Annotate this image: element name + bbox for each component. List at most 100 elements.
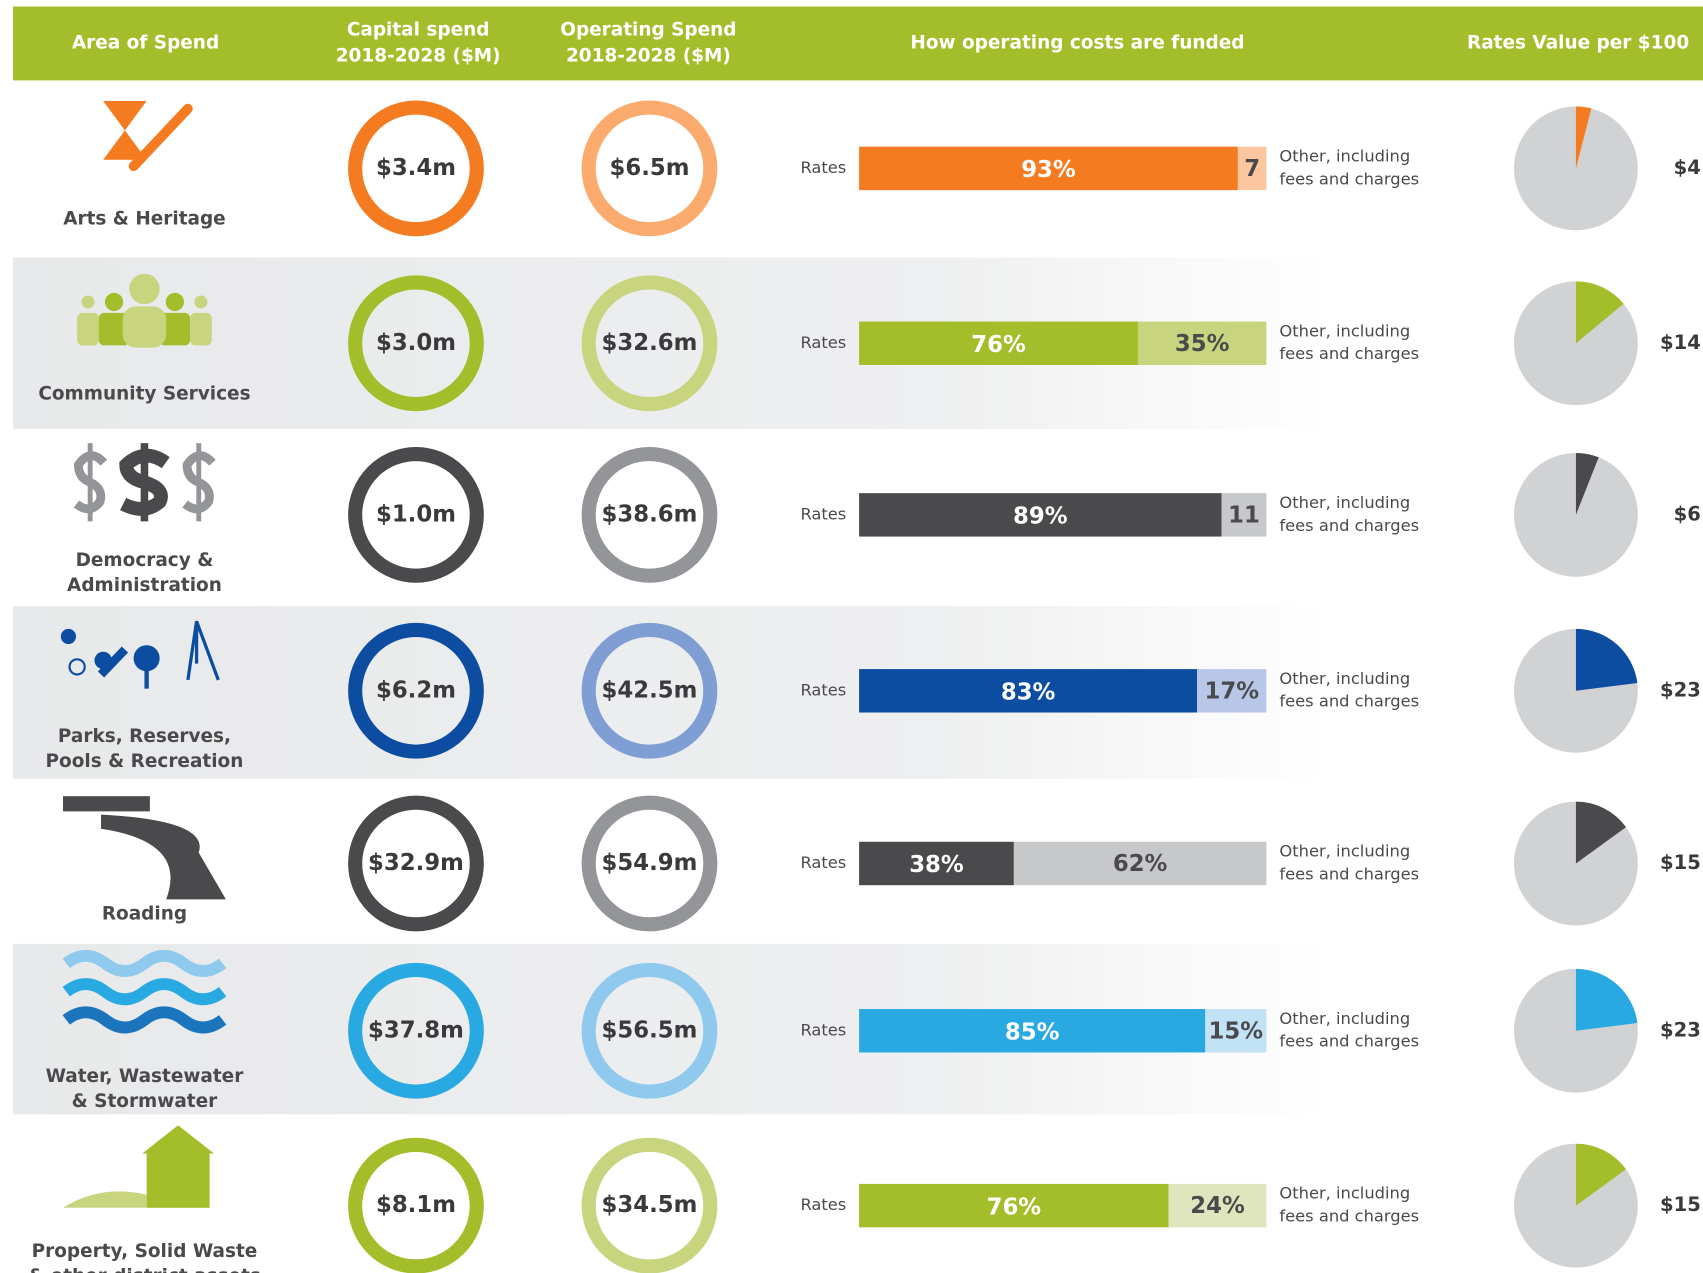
other-bar xyxy=(1205,1009,1267,1053)
area-label: Parks, Reserves, xyxy=(58,726,231,747)
operating-ring xyxy=(581,446,718,583)
row-band xyxy=(13,943,1703,1115)
icon-shape xyxy=(98,312,130,346)
other-bar-label: 24% xyxy=(1190,1193,1245,1219)
rates-bar xyxy=(859,146,1238,191)
operating-value: $42.5m xyxy=(602,677,698,703)
area-label: Democracy & xyxy=(76,550,214,571)
capital-value: $3.0m xyxy=(376,330,456,356)
other-label: fees and charges xyxy=(1279,344,1419,363)
rates-label: Rates xyxy=(800,504,846,523)
other-label: Other, including xyxy=(1279,493,1410,512)
rates-bar-label: 83% xyxy=(1001,679,1056,705)
rates-value-label: $14 xyxy=(1660,331,1701,354)
operating-value: $6.5m xyxy=(609,155,689,181)
rates-bar xyxy=(859,493,1222,537)
other-label: Other, including xyxy=(1279,321,1410,340)
rates-label: Rates xyxy=(800,1195,846,1214)
icon-shape xyxy=(142,1125,214,1154)
rates-bar xyxy=(859,1183,1169,1228)
capital-value: $6.2m xyxy=(376,677,456,703)
other-label: Other, including xyxy=(1279,842,1410,861)
icon-shape xyxy=(128,103,193,172)
pie-base xyxy=(1514,106,1638,231)
capital-ring xyxy=(348,1137,484,1273)
pie-wedge xyxy=(1575,801,1627,864)
rates-label: Rates xyxy=(800,853,846,872)
operating-ring xyxy=(581,622,718,759)
rates-bar-label: 85% xyxy=(1005,1019,1060,1045)
pie-wedge xyxy=(1575,1143,1627,1206)
capital-ring xyxy=(348,446,484,583)
header-label: How operating costs are funded xyxy=(910,32,1244,53)
icon-shape xyxy=(101,814,226,900)
capital-value: $1.0m xyxy=(376,501,456,527)
operating-value: $54.9m xyxy=(602,850,698,876)
pie-wedge xyxy=(1575,968,1638,1031)
other-bar xyxy=(1137,321,1267,365)
pie-wedge xyxy=(1575,628,1638,691)
other-bar-label: 11 xyxy=(1228,502,1260,528)
area-label: Water, Wastewater xyxy=(46,1066,245,1087)
rates-label: Rates xyxy=(800,1020,846,1039)
area-label: & other district assets xyxy=(28,1266,261,1273)
icon-shape xyxy=(146,1153,210,1208)
area-label: & Stormwater xyxy=(72,1091,218,1112)
other-bar-label: 15% xyxy=(1209,1018,1264,1044)
operating-ring xyxy=(581,100,718,237)
icon-shape xyxy=(62,978,227,1006)
icon-shape xyxy=(77,312,99,346)
icon-shape xyxy=(81,295,95,309)
pie-wedge xyxy=(1575,281,1624,344)
icon-shape xyxy=(133,645,160,672)
other-label: fees and charges xyxy=(1279,516,1419,535)
capital-value: $3.4m xyxy=(376,155,456,181)
icon-shape xyxy=(97,646,129,678)
capital-ring xyxy=(348,622,484,759)
header-bar xyxy=(13,6,1703,81)
area-label: Pools & Recreation xyxy=(46,751,244,772)
area-label: Roading xyxy=(102,904,187,925)
header-label: 2018-2028 ($M) xyxy=(566,46,731,67)
other-bar-label: 35% xyxy=(1175,331,1230,357)
other-label: fees and charges xyxy=(1279,169,1419,188)
icon-shape xyxy=(144,669,149,689)
other-bar-label: 7 xyxy=(1244,156,1260,182)
capital-value: $32.9m xyxy=(368,850,464,876)
capital-value: $37.8m xyxy=(368,1017,464,1043)
other-label: Other, including xyxy=(1279,146,1410,165)
header-label: Capital spend xyxy=(347,19,490,40)
other-bar-label: 17% xyxy=(1204,678,1259,704)
operating-value: $32.6m xyxy=(602,330,698,356)
other-bar xyxy=(1197,669,1267,713)
rates-value-label: $6 xyxy=(1674,502,1701,525)
icon-shape xyxy=(103,101,147,160)
operating-value: $56.5m xyxy=(602,1017,698,1043)
icon-shape xyxy=(190,312,212,346)
capital-value: $8.1m xyxy=(376,1192,456,1218)
icon-shape xyxy=(165,292,184,312)
icon-shape xyxy=(62,1006,227,1034)
rates-bar-label: 38% xyxy=(909,852,964,878)
rates-bar xyxy=(859,669,1198,713)
rates-value-label: $4 xyxy=(1674,156,1701,179)
operating-ring xyxy=(581,275,718,412)
rates-value-label: $23 xyxy=(1660,1018,1701,1041)
capital-ring xyxy=(348,795,484,932)
rates-value-label: $15 xyxy=(1660,851,1701,874)
operating-value: $38.6m xyxy=(602,501,698,527)
row-band xyxy=(13,606,1703,779)
icon-shape xyxy=(194,295,208,309)
header-label: 2018-2028 ($M) xyxy=(336,46,501,67)
header-label: Rates Value per $100 xyxy=(1467,32,1689,53)
pie-wedge xyxy=(1575,452,1599,515)
icon-shape xyxy=(62,1191,147,1208)
rates-bar xyxy=(859,841,1014,886)
rates-label: Rates xyxy=(800,680,846,699)
capital-ring xyxy=(348,100,484,237)
area-label: Administration xyxy=(67,575,222,596)
other-label: Other, including xyxy=(1279,1184,1410,1203)
operating-value: $34.5m xyxy=(602,1192,698,1218)
other-label: Other, including xyxy=(1279,669,1410,688)
